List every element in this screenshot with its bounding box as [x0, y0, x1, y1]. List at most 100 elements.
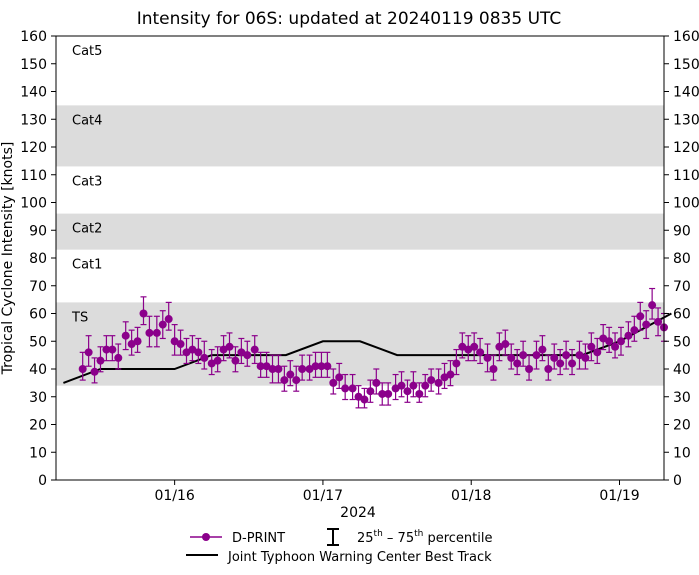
dprint-point: [495, 332, 504, 362]
dprint-point: [127, 329, 136, 356]
dprint-point: [525, 354, 534, 381]
dprint-point: [145, 315, 154, 348]
dprint-marker: [280, 376, 289, 385]
y-tick-label-right: 160: [673, 29, 699, 45]
dprint-marker: [391, 384, 400, 393]
dprint-point: [84, 335, 93, 367]
dprint-marker: [188, 345, 197, 354]
dprint-point: [513, 348, 522, 376]
dprint-point: [397, 371, 406, 398]
dprint-point: [440, 362, 449, 390]
chart-title: Intensity for 06S: updated at 20240119 0…: [137, 9, 562, 29]
category-band-cat2: [56, 213, 664, 250]
dprint-point: [642, 310, 651, 340]
dprint-marker: [348, 384, 357, 393]
dprint-point: [108, 335, 117, 362]
y-tick-label-right: 70: [673, 279, 691, 295]
dprint-marker: [194, 348, 203, 357]
y-tick-label-right: 110: [673, 168, 699, 184]
dprint-point: [616, 326, 625, 356]
y-axis-label: Tropical Cyclone Intensity [knots]: [0, 142, 16, 376]
dprint-marker: [403, 387, 412, 396]
dprint-marker: [213, 356, 222, 365]
y-tick-label-right: 50: [673, 334, 691, 350]
dprint-marker: [470, 342, 479, 351]
legend-percentile-label: 25th – 75th percentile: [357, 529, 492, 546]
dprint-point: [581, 343, 590, 370]
category-label-cat5: Cat5: [72, 44, 102, 59]
dprint-marker: [568, 359, 577, 368]
x-tick-label: 01/18: [451, 488, 491, 504]
y-tick-label-left: 100: [20, 196, 47, 212]
dprint-marker: [415, 389, 424, 398]
dprint-point: [274, 354, 283, 384]
dprint-point: [96, 346, 105, 373]
dprint-point: [550, 343, 559, 370]
dprint-point: [476, 337, 485, 365]
dprint-point: [403, 379, 412, 403]
dprint-point: [630, 315, 639, 342]
y-tick-label-left: 70: [29, 279, 47, 295]
y-tick-label-left: 0: [38, 473, 47, 489]
plot-frame: [55, 35, 665, 481]
dprint-point: [317, 351, 326, 378]
dprint-marker: [164, 315, 173, 324]
dprint-marker: [525, 365, 534, 373]
y-tick-label-right: 20: [673, 418, 691, 434]
dprint-marker: [654, 317, 663, 326]
dprint-point: [139, 296, 148, 326]
y-tick-label-left: 150: [20, 57, 47, 73]
dprint-point: [378, 382, 387, 406]
dprint-point: [305, 354, 314, 381]
dprint-point: [311, 351, 320, 378]
dprint-point: [176, 329, 185, 356]
x-tick-label: 01/17: [303, 488, 343, 504]
dprint-marker: [182, 348, 191, 357]
dprint-marker: [335, 373, 344, 382]
dprint-marker: [507, 353, 516, 362]
category-label-cat3: Cat3: [72, 174, 102, 189]
dprint-point: [335, 362, 344, 390]
dprint-marker: [611, 342, 620, 351]
category-label-cat1: Cat1: [72, 258, 102, 273]
y-tick-label-right: 60: [673, 307, 691, 323]
dprint-point: [409, 371, 418, 398]
dprint-point: [170, 324, 179, 356]
dprint-point: [243, 340, 252, 367]
y-tick-label-left: 130: [20, 112, 47, 128]
y-tick-label-left: 120: [20, 140, 47, 156]
dprint-marker: [250, 345, 259, 354]
dprint-point: [121, 321, 130, 351]
dprint-point: [391, 373, 400, 401]
dprint-marker: [483, 353, 492, 362]
dprint-marker: [317, 362, 326, 371]
dprint-marker: [78, 365, 87, 373]
dprint-point: [544, 354, 553, 381]
dprint-point: [507, 343, 516, 370]
dprint-marker: [268, 365, 277, 373]
dprint-marker: [292, 376, 301, 385]
dprint-marker: [458, 342, 467, 351]
dprint-point: [470, 332, 479, 362]
dprint-marker: [329, 378, 338, 387]
category-band-cat4: [56, 105, 664, 167]
dprint-marker: [225, 342, 234, 351]
dprint-marker: [158, 320, 167, 329]
dprint-point: [286, 360, 295, 387]
dprint-point: [587, 332, 596, 362]
dprint-marker: [84, 348, 93, 357]
legend: D-PRINT 25th – 75th percentile Joint Typ…: [186, 528, 492, 565]
dprint-marker: [648, 301, 657, 310]
dprint-point: [188, 335, 197, 362]
dprint-marker: [200, 353, 209, 362]
dprint-marker: [532, 351, 541, 360]
dprint-marker: [207, 359, 216, 368]
dprint-point: [182, 337, 191, 365]
dprint-layer: [78, 287, 668, 409]
dprint-marker: [513, 359, 522, 368]
y-tick-label-right: 100: [673, 196, 699, 212]
dprint-point: [219, 335, 228, 362]
dprint-marker: [495, 342, 504, 351]
dprint-marker: [372, 378, 381, 387]
